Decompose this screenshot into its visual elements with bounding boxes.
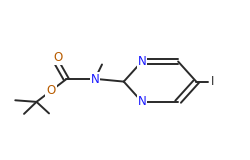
Text: I: I	[211, 75, 214, 88]
Text: N: N	[90, 73, 100, 86]
Text: O: O	[54, 51, 63, 64]
Text: O: O	[46, 84, 56, 97]
Text: N: N	[138, 95, 146, 108]
Text: N: N	[138, 55, 146, 68]
